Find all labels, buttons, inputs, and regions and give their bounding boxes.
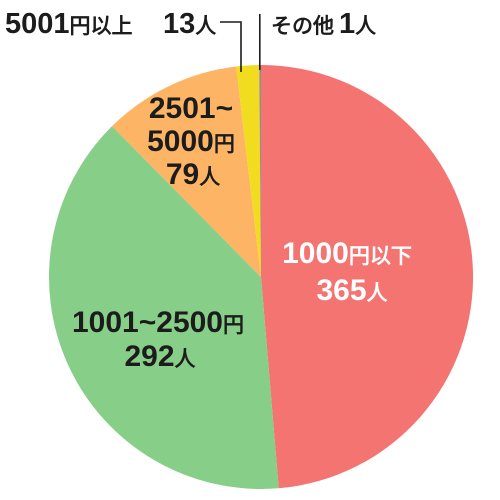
pie-slice-1000-or-less bbox=[261, 64, 474, 489]
slice-value-1001-2500: 292人 bbox=[124, 340, 195, 373]
leader-line-5001-plus bbox=[220, 21, 242, 72]
slice-label-1001-2500: 1001~2500円 bbox=[72, 306, 244, 339]
slice-label-other: その他 bbox=[271, 15, 334, 38]
pie-slice-2501-5000 bbox=[112, 66, 261, 278]
slice-label-2501-5000: 2501~ 5000円 bbox=[147, 92, 235, 158]
slice-value-1000-or-less: 365人 bbox=[316, 274, 387, 307]
pie-slice-other bbox=[259, 65, 261, 277]
slice-label-1000-or-less: 1000円以下 bbox=[282, 237, 412, 270]
pie-slice-1001-2500 bbox=[48, 126, 279, 490]
pie-slice-5001-plus bbox=[236, 65, 261, 277]
pie-slices bbox=[48, 64, 474, 490]
slice-value-5001-plus: 13人 bbox=[163, 8, 216, 40]
slice-label-5001-plus: 5001円以上 bbox=[5, 8, 133, 40]
slice-value-2501-5000: 79人 bbox=[166, 158, 220, 191]
slice-value-other: 1人 bbox=[339, 8, 376, 40]
